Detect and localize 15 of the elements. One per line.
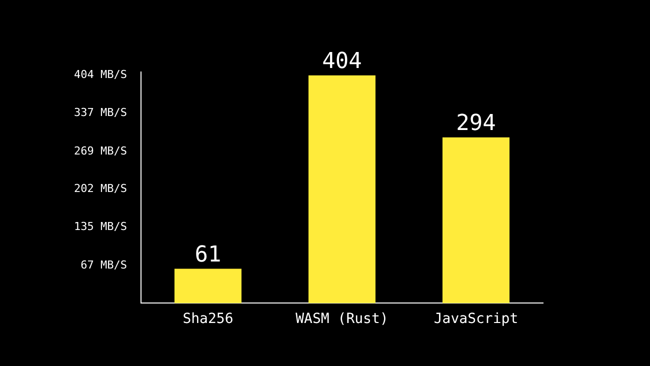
data-label: 294 bbox=[456, 111, 496, 136]
bar bbox=[308, 75, 376, 304]
y-tick-label: 135 MB/S bbox=[74, 220, 127, 233]
bar bbox=[174, 268, 242, 304]
y-tick-label: 269 MB/S bbox=[74, 144, 127, 158]
data-label: 404 bbox=[322, 49, 362, 74]
x-tick-label: Sha256 bbox=[182, 311, 234, 328]
y-tick-label: 67 MB/S bbox=[80, 258, 127, 272]
y-tick-label: 404 MB/S bbox=[74, 68, 127, 82]
bar bbox=[442, 137, 510, 304]
x-tick-label: WASM (Rust) bbox=[296, 311, 388, 328]
x-tick-label: JavaScript bbox=[434, 311, 518, 328]
data-label: 61 bbox=[194, 242, 222, 268]
y-tick-label: 202 MB/S bbox=[74, 182, 127, 196]
y-tick-label: 337 MB/S bbox=[74, 106, 127, 120]
